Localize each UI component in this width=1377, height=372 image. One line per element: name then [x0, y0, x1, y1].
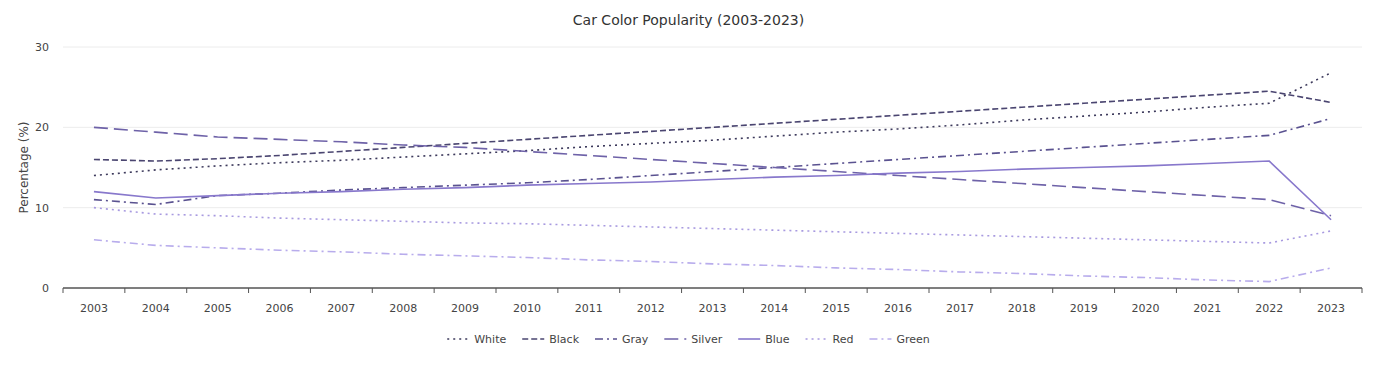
x-tick	[990, 288, 991, 293]
grid-line	[63, 127, 1362, 128]
grid-line	[63, 47, 1362, 48]
legend-label: Green	[896, 333, 929, 346]
legend-label: Silver	[691, 333, 722, 346]
x-tick	[124, 288, 125, 293]
x-tick	[310, 288, 311, 293]
x-tick	[557, 288, 558, 293]
x-tick-label: 2011	[575, 302, 603, 315]
x-tick-label: 2014	[760, 302, 788, 315]
x-tick	[434, 288, 435, 293]
x-tick-label: 2003	[80, 302, 108, 315]
y-tick-label: 20	[35, 121, 49, 134]
legend-label: Red	[833, 333, 854, 346]
legend-item: Gray	[595, 333, 649, 346]
legend-item: Silver	[664, 333, 722, 346]
legend-item: Red	[806, 333, 854, 346]
x-tick-label: 2018	[1008, 302, 1036, 315]
legend: White Black Gray Silver Blue Red Green	[447, 333, 930, 346]
legend-item: Black	[522, 333, 579, 346]
chart: Car Color Popularity (2003-2023) Percenta…	[0, 0, 1377, 372]
x-tick	[248, 288, 249, 293]
x-tick	[743, 288, 744, 293]
x-tick-label: 2004	[142, 302, 170, 315]
x-tick-label: 2008	[389, 302, 417, 315]
x-tick-label: 2013	[699, 302, 727, 315]
legend-label: Blue	[765, 333, 790, 346]
x-tick	[619, 288, 620, 293]
x-tick	[1362, 288, 1363, 293]
x-tick	[1176, 288, 1177, 293]
plot-area	[94, 73, 1331, 282]
x-tick	[496, 288, 497, 293]
legend-label: Gray	[622, 333, 649, 346]
grid-line	[63, 288, 1362, 289]
x-tick	[1114, 288, 1115, 293]
x-tick	[929, 288, 930, 293]
x-tick-label: 2010	[513, 302, 541, 315]
x-tick-label: 2016	[884, 302, 912, 315]
y-tick-label: 0	[42, 282, 49, 295]
x-tick-label: 2023	[1317, 302, 1345, 315]
legend-swatch	[447, 338, 469, 340]
x-tick	[1238, 288, 1239, 293]
y-tick-label: 30	[35, 41, 49, 54]
legend-swatch	[806, 338, 828, 340]
legend-item: Blue	[738, 333, 790, 346]
series-line	[94, 127, 1331, 215]
x-tick-label: 2022	[1255, 302, 1283, 315]
x-tick	[1300, 288, 1301, 293]
legend-item: White	[447, 333, 506, 346]
series-line	[94, 240, 1331, 282]
legend-label: White	[474, 333, 506, 346]
title: Car Color Popularity (2003-2023)	[573, 12, 804, 28]
legend-swatch	[738, 338, 760, 340]
legend-swatch	[595, 338, 617, 340]
x-tick-label: 2021	[1193, 302, 1221, 315]
x-tick-label: 2012	[637, 302, 665, 315]
x-tick	[186, 288, 187, 293]
series-line	[94, 161, 1331, 220]
legend-swatch	[522, 338, 544, 340]
x-tick	[63, 288, 64, 293]
x-tick-label: 2020	[1132, 302, 1160, 315]
legend-swatch	[664, 338, 686, 340]
series-line	[94, 73, 1331, 176]
y-axis-label: Percentage (%)	[17, 121, 31, 213]
x-tick-label: 2009	[451, 302, 479, 315]
series-line	[94, 208, 1331, 243]
x-tick-label: 2005	[204, 302, 232, 315]
x-tick	[867, 288, 868, 293]
x-tick-label: 2017	[946, 302, 974, 315]
legend-item: Green	[869, 333, 929, 346]
x-tick-label: 2007	[327, 302, 355, 315]
x-tick-label: 2019	[1070, 302, 1098, 315]
x-tick-label: 2006	[266, 302, 294, 315]
x-tick	[805, 288, 806, 293]
x-tick	[1052, 288, 1053, 293]
x-axis-line	[63, 288, 1362, 289]
x-tick-label: 2015	[822, 302, 850, 315]
x-tick	[372, 288, 373, 293]
legend-swatch	[869, 338, 891, 340]
y-tick-label: 10	[35, 202, 49, 215]
series-line	[94, 91, 1331, 161]
grid-line	[63, 207, 1362, 208]
x-tick	[681, 288, 682, 293]
legend-label: Black	[549, 333, 579, 346]
